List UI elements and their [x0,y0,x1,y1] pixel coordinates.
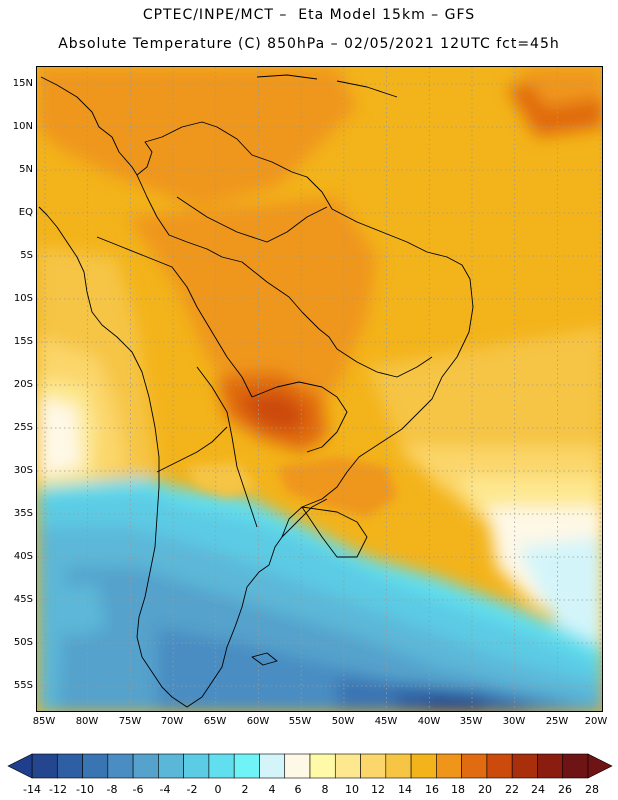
colorbar-swatch [360,753,387,779]
colorbar-swatch [537,753,564,779]
colorbar-label: -2 [186,783,198,796]
colorbar-label: 18 [451,783,465,796]
colorbar-swatch [107,753,134,779]
colorbar-swatch [410,753,437,779]
lon-label: 65W [203,716,227,727]
colorbar-swatch [334,753,361,779]
colorbar-label: 28 [585,783,599,796]
colorbar-swatch [208,753,235,779]
lat-label: EQ [18,207,33,218]
colorbar-label: 26 [558,783,572,796]
lon-label: 70W [160,716,184,727]
map-subtitle: Absolute Temperature (C) 850hPa – 02/05/… [58,36,560,52]
colorbar-swatch [562,753,589,779]
colorbar-over-arrow [587,753,613,779]
lat-label: 30S [13,465,33,476]
colorbar-label: -12 [49,783,67,796]
colorbar-label: -10 [76,783,94,796]
lon-label: 45W [374,716,398,727]
colorbar-label: 22 [505,783,519,796]
lon-label: 25W [545,716,569,727]
colorbar-swatch [31,753,58,779]
colorbar-swatch [461,753,488,779]
lat-label: 5S [20,250,33,261]
lat-label: 35S [13,508,33,519]
colorbar-swatch [259,753,286,779]
colorbar-label: 10 [345,783,359,796]
colorbar [7,753,613,779]
lat-label: 40S [13,551,33,562]
colorbar-label: -4 [159,783,171,796]
map-canvas [37,67,602,711]
colorbar-label: 0 [214,783,222,796]
map-title: CPTEC/INPE/MCT – Eta Model 15km – GFS [142,7,476,23]
temperature-map [36,66,603,712]
colorbar-label: 16 [425,783,439,796]
lon-label: 35W [459,716,483,727]
lat-label: 10S [13,293,33,304]
colorbar-swatch [82,753,109,779]
lon-label: 60W [246,716,270,727]
lon-label: 30W [502,716,526,727]
lon-label: 50W [331,716,355,727]
colorbar-label: 6 [294,783,302,796]
lat-label: 20S [13,379,33,390]
colorbar-label: 20 [478,783,492,796]
lon-label: 85W [32,716,56,727]
colorbar-swatch [309,753,336,779]
lat-label: 5N [19,164,33,175]
colorbar-swatch [132,753,159,779]
colorbar-label: 24 [531,783,545,796]
colorbar-label: -14 [23,783,41,796]
lat-label: 55S [13,680,33,691]
colorbar-swatch [385,753,412,779]
lon-label: 20W [584,716,608,727]
colorbar-swatch [284,753,311,779]
lat-label: 15S [13,336,33,347]
lon-label: 80W [75,716,99,727]
graticule [37,67,602,711]
temperature-field [37,67,602,711]
colorbar-swatch [233,753,260,779]
colorbar-label: -8 [106,783,118,796]
lat-label: 50S [13,637,33,648]
colorbar-label: -6 [132,783,144,796]
colorbar-swatch [486,753,513,779]
colorbar-label: 14 [398,783,412,796]
lat-label: 25S [13,422,33,433]
lon-label: 40W [417,716,441,727]
lat-label: 45S [13,594,33,605]
colorbar-label: 2 [241,783,249,796]
colorbar-swatch [183,753,210,779]
lon-label: 75W [118,716,142,727]
colorbar-label: 12 [371,783,385,796]
lon-label: 55W [288,716,312,727]
lat-label: 15N [12,78,33,89]
colorbar-under-arrow [7,753,33,779]
colorbar-swatch [158,753,184,779]
colorbar-swatch [56,753,83,779]
lat-label: 10N [12,121,33,132]
colorbar-label: 8 [321,783,329,796]
colorbar-swatch [436,753,462,779]
colorbar-label: 4 [268,783,276,796]
coastlines [38,74,474,708]
colorbar-swatch [511,753,538,779]
